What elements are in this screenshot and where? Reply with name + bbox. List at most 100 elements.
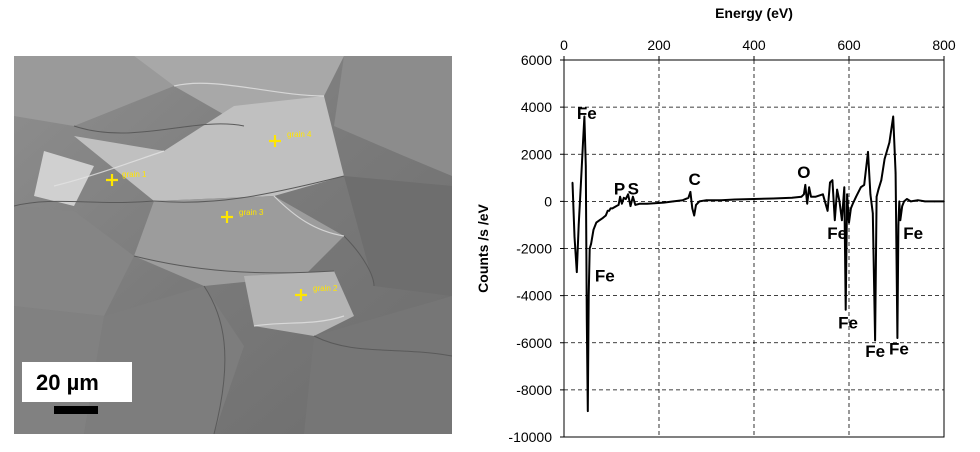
spectrum-point	[772, 197, 774, 200]
spectrum-point	[850, 207, 852, 210]
spectrum-point	[617, 204, 620, 206]
spectrum-point	[576, 271, 578, 273]
spectrum-point	[682, 199, 684, 201]
spectrum-point	[573, 235, 576, 238]
spectrum-point	[901, 205, 903, 207]
y-tick-label: 0	[544, 193, 552, 209]
x-tick-label: 600	[837, 37, 861, 53]
spectrum-point	[602, 217, 604, 219]
y-tick-label: -10000	[508, 429, 552, 445]
spectrum-point	[734, 198, 736, 201]
spectrum-point	[867, 151, 869, 153]
spectrum-point	[629, 205, 632, 207]
peak-label: Fe	[838, 314, 858, 333]
x-tick-label: 200	[647, 37, 671, 53]
spectrum-point	[888, 141, 891, 144]
grid-lines	[564, 60, 944, 437]
spectrum-point	[872, 212, 874, 214]
spectrum-point	[577, 224, 580, 226]
spectrum-point	[815, 195, 817, 198]
spectrum-point	[693, 214, 695, 217]
peak-label: O	[797, 163, 810, 182]
spectrum-point	[910, 200, 912, 203]
spectrum-point	[698, 200, 701, 203]
spectrum-point	[588, 247, 591, 250]
spectrum-point	[623, 197, 625, 199]
grain-label-2: grain 2	[313, 284, 338, 293]
spectrum-point	[892, 115, 894, 118]
spectrum-point	[800, 195, 803, 198]
spectrum-point	[720, 199, 722, 201]
spectrum-point	[585, 165, 587, 167]
spectrum-point	[595, 221, 598, 224]
y-tick-label: -6000	[516, 335, 552, 351]
grain-marker-2: grain 2	[295, 284, 338, 301]
spectrum-point	[632, 195, 634, 198]
spectrum-point	[803, 193, 805, 196]
spectrum-point	[917, 199, 919, 201]
spectrum-point	[943, 200, 945, 203]
y-tick-label: 4000	[521, 99, 552, 115]
y-axis-title: Counts /s /eV	[475, 203, 491, 292]
grain-marker-1: grain 1	[106, 170, 147, 186]
spectrum-point	[844, 309, 847, 311]
fracture-surface	[14, 56, 452, 434]
crosshair-icon	[106, 174, 118, 186]
spectrum-point	[634, 204, 637, 206]
eds-spectrum-chart: 0 200 400 600 800 6000 4000 2000 0 -2000 -4000 -60…	[475, 5, 956, 445]
spectrum-point	[877, 188, 880, 191]
spectrum-point	[705, 199, 708, 201]
spectrum-point	[874, 339, 876, 342]
spectrum-point	[836, 188, 838, 191]
spectrum-point	[609, 207, 612, 210]
spectrum-point	[806, 202, 808, 205]
spectrum-point	[829, 181, 831, 184]
spectrum-point	[587, 410, 589, 412]
spectrum-point	[608, 210, 610, 212]
spectrum-point	[846, 193, 848, 196]
grain-label-3: grain 3	[239, 208, 264, 217]
spectrum-point	[598, 219, 601, 221]
grain-marker-4: grain 4	[269, 130, 312, 147]
spectrum-point	[924, 200, 926, 203]
spectrum-point	[808, 186, 810, 188]
spectrum-point	[855, 195, 857, 198]
ridge-highlights	[53, 82, 345, 327]
spectrum-point	[831, 179, 834, 181]
scale-bar: 20 µm	[22, 362, 132, 414]
spectrum-point	[611, 207, 614, 210]
y-tick-label: -8000	[516, 382, 552, 398]
spectrum-point	[639, 202, 641, 205]
spectrum-point	[653, 202, 656, 205]
spectrum-point	[621, 202, 623, 205]
peak-label: P	[614, 179, 625, 198]
y-tick-label: 2000	[521, 146, 552, 162]
spectrum-point	[590, 243, 592, 245]
spectrum-point	[627, 193, 629, 196]
grain-label-1: grain 1	[122, 170, 147, 179]
spectrum-point	[791, 197, 793, 199]
spectrum-point	[804, 184, 807, 186]
spectrum-point	[852, 202, 854, 205]
spectrum-point	[579, 188, 582, 191]
y-tick-labels: 6000 4000 2000 0 -2000 -4000 -6000 -8000 -10000	[508, 52, 564, 445]
spectrum-point	[606, 210, 609, 212]
spectrum-point	[619, 195, 621, 198]
peak-label: Fe	[903, 224, 923, 243]
peak-label: Fe	[865, 342, 885, 361]
sem-micrograph: grain 1 grain 4 grain 3 grain 2 20 µm	[14, 56, 452, 434]
spectrum-point	[843, 186, 846, 188]
spectrum-point	[860, 186, 862, 188]
crosshair-icon	[221, 211, 233, 223]
spectrum-point	[834, 219, 836, 221]
spectrum-point	[896, 337, 899, 339]
spectrum-point	[695, 204, 697, 206]
y-tick-label: 6000	[521, 52, 552, 68]
spectrum-point	[880, 179, 883, 181]
spectrum-point	[894, 172, 897, 174]
spectrum-point	[903, 200, 905, 203]
spectrum-point	[587, 294, 590, 297]
x-tick-label: 400	[742, 37, 766, 53]
spectrum-point	[582, 141, 584, 144]
spectrum-point	[933, 200, 936, 203]
